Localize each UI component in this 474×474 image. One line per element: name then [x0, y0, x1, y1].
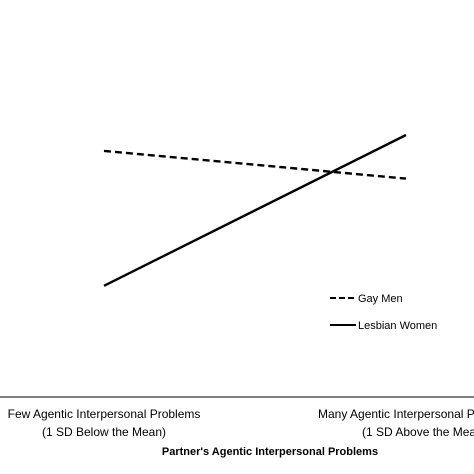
series-line-gay-men	[103, 149, 407, 180]
series-layer	[103, 133, 407, 287]
x-tick-label-many-line1: Many Agentic Interpersonal Problems	[318, 407, 474, 421]
x-axis-title: Partner's Agentic Interpersonal Problems	[162, 446, 378, 458]
x-tick-label-few-line2: (1 SD Below the Mean)	[42, 425, 166, 439]
legend: Gay Men Lesbian Women	[330, 293, 437, 332]
x-tick-label-few-line1: Few Agentic Interpersonal Problems	[8, 407, 201, 421]
legend-label-gay-men: Gay Men	[358, 293, 403, 305]
series-line-lesbian-women	[103, 133, 407, 287]
x-tick-labels: Few Agentic Interpersonal Problems (1 SD…	[8, 407, 474, 439]
legend-label-lesbian-women: Lesbian Women	[358, 320, 437, 332]
x-tick-label-many-line2: (1 SD Above the Mean)	[362, 425, 474, 439]
